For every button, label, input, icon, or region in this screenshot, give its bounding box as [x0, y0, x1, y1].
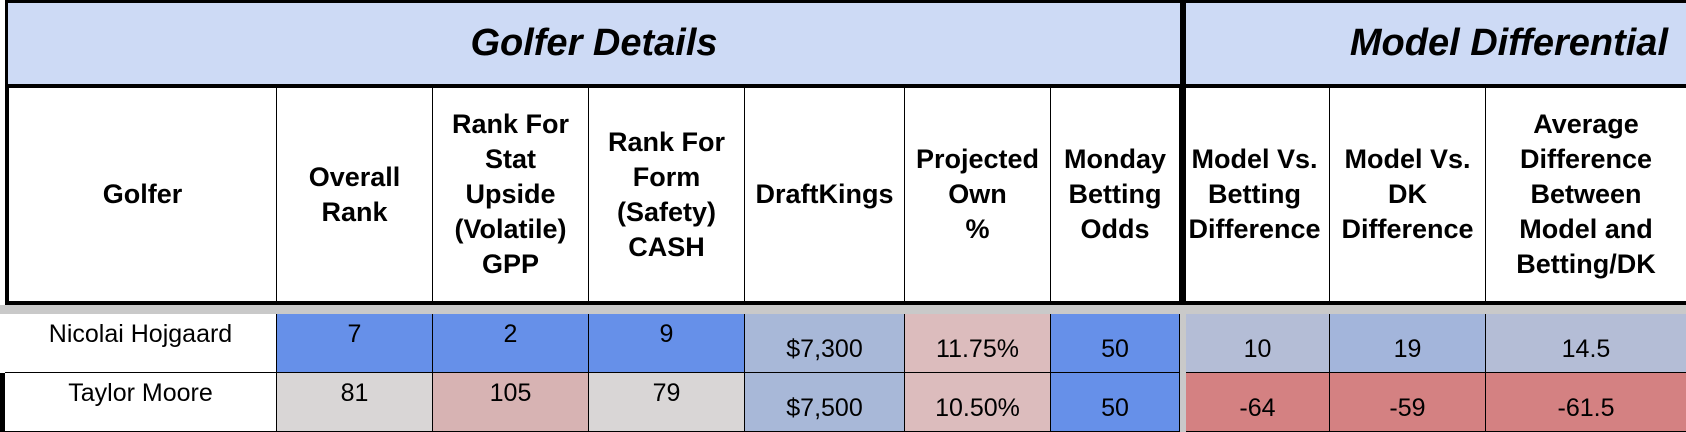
cell-rank-gpp-text: 2 [503, 320, 518, 348]
header-model-vs-betting[interactable]: Model Vs. Betting Difference [1186, 88, 1330, 305]
header-monday-odds-text: Monday Betting Odds [1063, 144, 1166, 244]
header-average-difference-text: Average Difference Between Model and Betting… [1516, 109, 1656, 279]
header-draftkings-text: DraftKings [755, 179, 894, 209]
cell-rank-gpp[interactable]: 105 [433, 373, 589, 432]
cell-monday-odds-text: 50 [1101, 334, 1129, 363]
header-draftkings[interactable]: DraftKings [745, 88, 905, 305]
header-golfer-text: Golfer [102, 179, 183, 209]
cell-model-vs-dk-text: -59 [1389, 393, 1426, 422]
cell-overall-rank-text: 81 [340, 379, 369, 407]
cell-monday-odds[interactable]: 50 [1051, 373, 1180, 432]
cell-average-difference[interactable]: 14.5 [1486, 314, 1686, 373]
header-rank-gpp[interactable]: Rank For Stat Upside (Volatile) GPP [433, 88, 589, 305]
header-rank-gpp-text: Rank For Stat Upside (Volatile) GPP [451, 109, 570, 279]
cell-rank-cash[interactable]: 79 [589, 373, 745, 432]
header-monday-odds[interactable]: Monday Betting Odds [1051, 88, 1180, 305]
cell-golfer-text: Taylor Moore [68, 379, 213, 407]
cell-model-vs-betting-text: -64 [1239, 393, 1276, 422]
cell-average-difference[interactable]: -61.5 [1486, 373, 1686, 432]
cell-rank-gpp-text: 105 [489, 379, 532, 407]
header-projected-own-text: Projected Own% [915, 144, 1040, 244]
cell-rank-cash[interactable]: 9 [589, 314, 745, 373]
section-divider [1180, 0, 1186, 305]
cell-rank-gpp[interactable]: 2 [433, 314, 589, 373]
cell-model-vs-dk[interactable]: -59 [1330, 373, 1486, 432]
header-overall-rank-text: Overall Rank [308, 161, 401, 227]
cell-average-difference-text: 14.5 [1561, 334, 1611, 363]
cell-projected-own-text: 10.50% [935, 393, 1020, 422]
cell-projected-own-text: 11.75% [936, 334, 1019, 363]
header-rank-cash-text: Rank For Form (Safety) CASH [607, 126, 726, 262]
header-golfer[interactable]: Golfer [5, 88, 277, 305]
header-overall-rank[interactable]: Overall Rank [277, 88, 433, 305]
cell-rank-cash-text: 9 [659, 320, 674, 348]
cell-rank-cash-text: 79 [652, 379, 681, 407]
section-model-differential[interactable]: Model Differential [1186, 0, 1686, 88]
cell-golfer[interactable]: Nicolai Hojgaard [5, 314, 277, 373]
header-average-difference[interactable]: Average Difference Between Model and Betting… [1486, 88, 1686, 305]
cell-golfer-text: Nicolai Hojgaard [48, 320, 233, 348]
cell-overall-rank[interactable]: 81 [277, 373, 433, 432]
section-divider-grey [1180, 305, 1186, 432]
cell-monday-odds[interactable]: 50 [1051, 314, 1180, 373]
header-separator [0, 305, 1686, 314]
cell-draftkings[interactable]: $7,500 [745, 373, 905, 432]
cell-average-difference-text: -61.5 [1557, 393, 1615, 422]
cell-overall-rank[interactable]: 7 [277, 314, 433, 373]
cell-monday-odds-text: 50 [1101, 393, 1129, 422]
cell-draftkings-text: $7,300 [786, 334, 863, 363]
cell-model-vs-betting-text: 10 [1243, 334, 1272, 363]
section-golfer-details-label: Golfer Details [470, 22, 718, 64]
cell-golfer[interactable]: Taylor Moore [5, 373, 277, 432]
cell-projected-own[interactable]: 10.50% [905, 373, 1051, 432]
header-model-vs-betting-text: Model Vs. Betting Difference [1188, 144, 1321, 244]
section-golfer-details[interactable]: Golfer Details [5, 0, 1180, 88]
cell-draftkings[interactable]: $7,300 [745, 314, 905, 373]
cell-model-vs-dk-text: 19 [1393, 334, 1422, 363]
section-model-differential-label: Model Differential [1349, 22, 1668, 64]
cell-model-vs-betting[interactable]: -64 [1186, 373, 1330, 432]
cell-model-vs-dk[interactable]: 19 [1330, 314, 1486, 373]
cell-draftkings-text: $7,500 [786, 393, 863, 422]
cell-model-vs-betting[interactable]: 10 [1186, 314, 1330, 373]
cell-overall-rank-text: 7 [347, 320, 362, 348]
header-projected-own[interactable]: Projected Own% [905, 88, 1051, 305]
left-edge [0, 373, 5, 432]
header-model-vs-dk-text: Model Vs. DK Difference [1341, 144, 1474, 244]
header-model-vs-dk[interactable]: Model Vs. DK Difference [1330, 88, 1486, 305]
cell-projected-own[interactable]: 11.75% [905, 314, 1051, 373]
header-rank-cash[interactable]: Rank For Form (Safety) CASH [589, 88, 745, 305]
